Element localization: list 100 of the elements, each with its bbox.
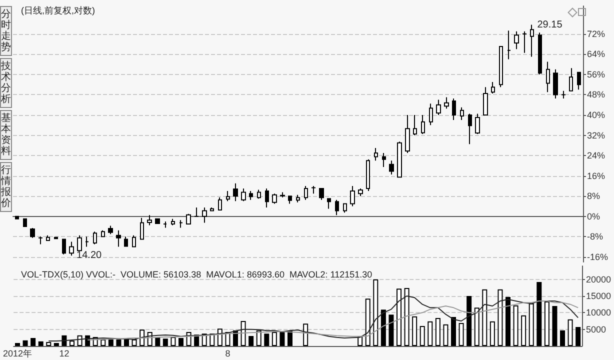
- candlestick: [522, 30, 527, 54]
- y-tick-label: 56%: [587, 69, 606, 80]
- y-tick-label: 10000: [586, 308, 612, 318]
- y-tick-label: 15000: [586, 291, 612, 301]
- text: 基本资料: [0, 110, 12, 160]
- candlestick: [569, 68, 573, 92]
- candlestick: [140, 217, 144, 240]
- bar: [46, 342, 52, 346]
- candlestick: [93, 231, 97, 245]
- y-tick-label: 0%: [587, 211, 600, 222]
- candlestick: [30, 228, 35, 238]
- y-tick-label: 16%: [587, 170, 606, 181]
- candlestick: [577, 71, 581, 90]
- bar: [70, 340, 74, 346]
- candlestick: [327, 198, 331, 210]
- bar: [466, 296, 472, 346]
- bar: [498, 289, 503, 346]
- annotation: 29.15: [537, 19, 563, 30]
- bar: [280, 331, 285, 346]
- candlestick: [171, 218, 175, 226]
- candlestick: [436, 99, 441, 116]
- bar: [155, 337, 160, 346]
- candlestick: [38, 236, 43, 245]
- chart-title: (日线,前复权,对数): [21, 6, 95, 16]
- candlestick: [272, 193, 277, 204]
- candlestick: [366, 158, 370, 192]
- candlestick: [311, 185, 316, 194]
- candlestick: [233, 182, 238, 202]
- bar: [162, 338, 168, 346]
- bar: [451, 317, 456, 346]
- bar: [54, 343, 59, 346]
- chart-title: VOL-TDX(5,10) VVOL:- VOLUME: 56103.38 MAVOL1: 86993.60 MAVOL2: 112151.30: [21, 270, 372, 280]
- bar: [521, 315, 526, 346]
- y-tick-label: 8%: [587, 191, 600, 202]
- y-tick-label: -16%: [587, 252, 608, 262]
- bar: [170, 337, 176, 346]
- candlestick: [475, 113, 480, 134]
- x-tick-label: 2012年: [2, 348, 32, 358]
- candlestick: [218, 196, 222, 211]
- bar: [536, 282, 542, 346]
- candlestick: [155, 218, 160, 224]
- y-tick-label: 40%: [587, 110, 606, 120]
- bar: [272, 332, 277, 346]
- bar: [506, 297, 511, 346]
- bar: [116, 339, 122, 346]
- bar: [380, 310, 386, 346]
- candlestick: [507, 30, 511, 60]
- bar: [396, 288, 402, 346]
- candlestick: [483, 86, 488, 116]
- candlestick: [179, 220, 183, 228]
- candlestick: [444, 96, 449, 110]
- candlestick: [468, 113, 472, 145]
- candlestick: [54, 236, 58, 240]
- candlestick: [413, 114, 417, 136]
- candlestick: [132, 234, 136, 248]
- line-series: [87, 300, 579, 340]
- bar: [560, 330, 566, 346]
- candlestick: [85, 236, 89, 248]
- candlestick: [374, 147, 378, 162]
- y-tick-label: 32%: [587, 130, 606, 140]
- bar: [474, 308, 480, 346]
- y-tick-label: 24%: [587, 150, 606, 161]
- candlestick: [249, 190, 253, 200]
- bar: [22, 340, 28, 346]
- candlestick: [530, 24, 534, 58]
- candlestick: [15, 216, 19, 220]
- bar: [482, 289, 488, 346]
- y-tick-label: 72%: [587, 28, 606, 39]
- candlestick: [108, 225, 113, 235]
- bar: [178, 338, 184, 346]
- text: 分时走势: [0, 6, 12, 56]
- bar: [443, 324, 448, 346]
- bar: [528, 303, 534, 346]
- bar: [552, 306, 558, 346]
- bar: [412, 316, 418, 346]
- x-tick-label: 8: [225, 348, 230, 358]
- bar: [108, 339, 114, 346]
- candlestick: [429, 103, 433, 126]
- candlestick: [46, 234, 50, 241]
- candlestick: [304, 185, 308, 200]
- candlestick: [499, 46, 503, 88]
- candlestick: [491, 82, 495, 94]
- bar: [132, 339, 137, 346]
- candlestick: [546, 61, 550, 93]
- candlestick: [186, 213, 191, 224]
- candlestick: [124, 236, 128, 248]
- bar: [38, 341, 44, 346]
- candlestick: [421, 114, 425, 134]
- bar: [365, 298, 370, 346]
- x-tick-label: 12: [59, 348, 70, 358]
- bar: [428, 321, 433, 346]
- candlestick: [514, 30, 519, 50]
- candlestick: [280, 192, 285, 198]
- candlestick: [147, 214, 152, 226]
- candlestick: [460, 106, 464, 121]
- bar: [77, 335, 82, 346]
- candlestick: [265, 188, 269, 208]
- candlestick: [382, 152, 386, 168]
- line-series: [48, 296, 579, 342]
- candlestick: [163, 220, 167, 228]
